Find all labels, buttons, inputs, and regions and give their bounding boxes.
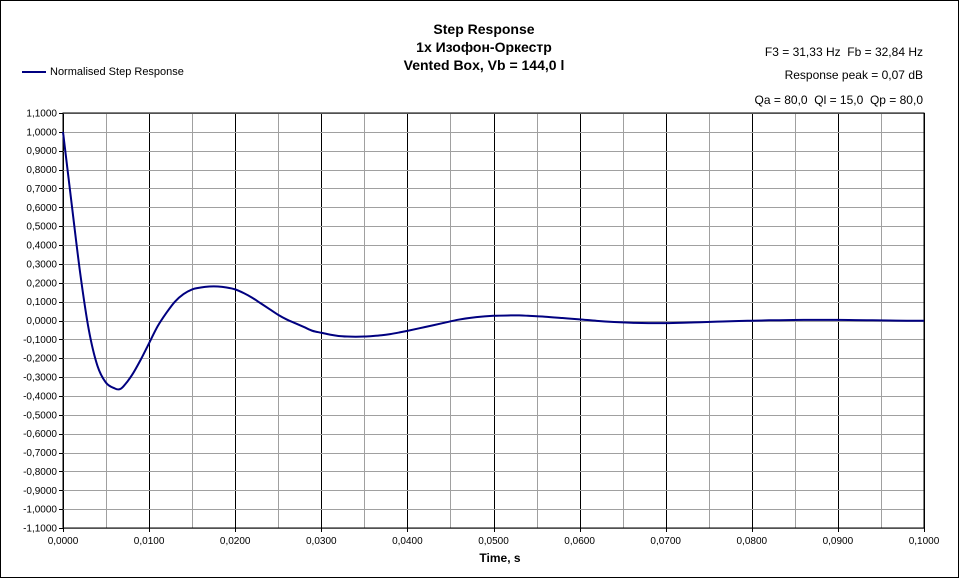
plot-area-border (62, 112, 925, 529)
y-tick-label: 0,2000 (26, 278, 57, 289)
y-tick-label: 0,4000 (26, 241, 57, 252)
y-tick-label: 0,3000 (26, 259, 57, 270)
chart-title-line-2: 1x Изофон-Оркестр (416, 39, 552, 55)
y-tick-label: 1,1000 (26, 109, 57, 120)
x-tick-label: 0,0900 (823, 536, 854, 547)
y-tick-label: -0,1000 (23, 335, 57, 346)
y-tick-label: -0,8000 (23, 467, 57, 478)
y-tick-label: -0,2000 (23, 354, 57, 365)
x-tick-label: 0,0300 (306, 536, 337, 547)
x-tick-label: 0,0700 (650, 536, 681, 547)
y-tick-label: -0,5000 (23, 410, 57, 421)
y-tick-label: 0,7000 (26, 184, 57, 195)
chart-title-line-3: Vented Box, Vb = 144,0 l (403, 57, 565, 73)
legend-line-swatch (22, 71, 46, 73)
x-axis-label: Time, s (479, 551, 521, 565)
chart-title-line-1: Step Response (433, 21, 535, 37)
y-tick-label: 0,5000 (26, 222, 57, 233)
y-tick-label: 0,9000 (26, 146, 57, 157)
y-tick-label: -0,6000 (23, 429, 57, 440)
y-tick-label: -0,7000 (23, 448, 57, 459)
info-response-peak: Response peak = 0,07 dB (784, 68, 923, 82)
x-tick-label: 0,0600 (564, 536, 595, 547)
y-tick-label: -0,9000 (23, 486, 57, 497)
x-tick-label: 0,0000 (48, 536, 79, 547)
x-tick-label: 0,0500 (478, 536, 509, 547)
step-response-line (62, 131, 925, 391)
x-tick-label: 0,0400 (392, 536, 423, 547)
y-tick-label: 0,0000 (26, 316, 57, 327)
x-tick-label: 0,0200 (220, 536, 251, 547)
info-f3-fb: F3 = 31,33 Hz Fb = 32,84 Hz (764, 45, 923, 59)
legend-label: Normalised Step Response (50, 66, 184, 78)
y-tick-label: 0,6000 (26, 203, 57, 214)
legend: Normalised Step Response (22, 66, 184, 78)
x-tick-label: 0,0800 (737, 536, 768, 547)
y-tick-label: -0,4000 (23, 391, 57, 402)
y-tick-label: 0,1000 (26, 297, 57, 308)
y-tick-label: 0,8000 (26, 165, 57, 176)
y-tick-label: -1,0000 (23, 505, 57, 516)
y-tick-label: 1,0000 (26, 127, 57, 138)
x-tick-label: 0,0100 (134, 536, 165, 547)
y-tick-label: -0,3000 (23, 373, 57, 384)
x-tick-label: 0,1000 (909, 536, 940, 547)
info-q-values: Qa = 80,0 Ql = 15,0 Qp = 80,0 (754, 93, 923, 107)
x-axis: 0,0000 0,0100 0,0200 0,0300 0,0400 0,0500 0,06… (48, 528, 940, 547)
y-axis: 1,1000 1,0000 0,9000 0,8000 0,7000 0,6000 0,50… (23, 109, 63, 535)
y-tick-label: -1,1000 (23, 524, 57, 535)
